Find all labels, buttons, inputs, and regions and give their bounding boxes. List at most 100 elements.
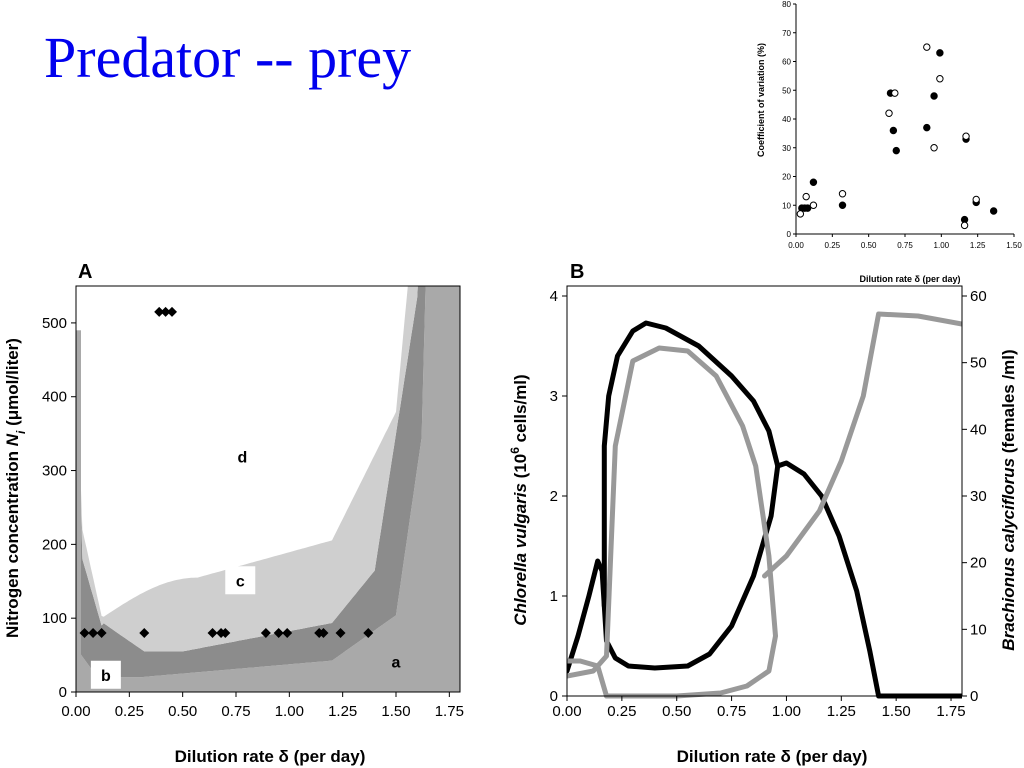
panel-a-ylabel: Nitrogen concentration Ni (μmol/liter) (3, 338, 28, 638)
cv-point-open (936, 75, 944, 83)
panel-b-y-right-tick-label: 50 (970, 355, 987, 372)
cv-point-open (885, 109, 893, 117)
cv-point-filled (803, 204, 812, 212)
cv-point-open (838, 190, 847, 198)
panel-a-ylabel-unit: (μmol/liter) (3, 338, 22, 431)
panel-a-y-tick-label: 500 (42, 315, 67, 332)
panel-a-experiment-point (335, 627, 346, 638)
panel-a-experiment-point (282, 627, 293, 638)
panel-b-ylabel-left-unit-pre: (10 (511, 454, 530, 483)
cv-point-open (802, 192, 810, 201)
cv-point-filled (809, 178, 818, 186)
panel-b-x-tick-label: 0.50 (662, 703, 691, 720)
panel-b-y-right-tick-label: 0 (970, 688, 978, 705)
panel-a-x-tick-label: 0.75 (221, 703, 250, 720)
panel-a-x-tick-label: 1.75 (435, 703, 464, 720)
cv-x-tick-label: 1.50 (1006, 241, 1022, 250)
panel-a-xlabel: Dilution rate δ (per day) (175, 747, 366, 766)
slide-title: Predator -- prey (44, 25, 412, 90)
panel-b-prey-curve (775, 460, 962, 699)
panel-b-ylabel-left-species: Chlorella vulgaris (511, 483, 530, 626)
cv-point-open (923, 43, 931, 51)
cv-point-filled (889, 126, 898, 135)
panel-a-ylabel-var: N (3, 433, 22, 446)
panel-a-experiment-point (207, 627, 218, 638)
cv-point-filled (930, 92, 938, 100)
panel-a-region-c (76, 286, 418, 652)
panel-b-ylabel-left-unit-sup: 6 (508, 447, 522, 454)
panel-a-experiment-point (260, 627, 271, 638)
cv-y-tick-label: 80 (782, 0, 791, 9)
panel-a-region-b-box (90, 660, 121, 689)
panel-b-predator-curve (567, 658, 609, 699)
cv-x-tick-label: 1.25 (970, 241, 986, 250)
cv-point-open (796, 210, 805, 218)
panel-a-experiment-point (96, 627, 107, 638)
panel-a-ylabel-prefix: Nitrogen concentration (3, 446, 22, 638)
panel-a-region-b-label: b (101, 668, 111, 685)
cv-y-tick-label: 70 (782, 29, 791, 38)
panel-b-y-right-tick-label: 20 (970, 555, 987, 572)
cv-x-tick-label: 0.50 (861, 241, 877, 250)
panel-a-experiment-point (363, 627, 374, 638)
panel-a-y-tick-label: 300 (42, 463, 67, 480)
panel-b-predator-curve (567, 345, 778, 699)
cv-y-tick-label: 10 (782, 201, 791, 210)
cv-point-open (809, 201, 818, 209)
panel-b-y-left-tick-label: 4 (550, 288, 558, 305)
panel-a-experiment-point (318, 627, 329, 638)
panel-b-x-tick-label: 1.00 (772, 703, 801, 720)
panel-b-ylabel-left: Chlorella vulgaris (106 cells/ml) (508, 374, 530, 625)
panel-b-y-left-tick-label: 1 (550, 588, 558, 605)
panel-a-region-c-box (225, 566, 256, 595)
panel-a-chart: A 0.00 0.25 0.50 0.75 1.00 1.25 1.50 1.75 0 100 20… (3, 261, 464, 766)
cv-xlabel: Dilution rate δ (per day) (860, 274, 961, 284)
panel-b-chart: B 0.00 0.25 0.50 0.75 1.00 1.25 1.50 1.75012340… (508, 261, 1018, 766)
cv-y-tick-label: 20 (782, 173, 791, 182)
cv-point-open (962, 132, 970, 140)
panel-b-x-tick-label: 1.50 (882, 703, 911, 720)
cv-point-open (960, 221, 969, 230)
cv-y-tick-label: 40 (782, 115, 791, 124)
panel-a-region-c-label: c (236, 573, 245, 590)
cv-chart: 0.00 0.25 0.50 0.75 1.00 1.25 1.50 0 10 20 30 40 50 6… (756, 0, 1022, 284)
cv-x-tick-label: 0.75 (897, 241, 913, 250)
panel-b-xlabel: Dilution rate δ (per day) (677, 747, 868, 766)
panel-b-y-right-tick-label: 40 (970, 421, 987, 438)
cv-y-tick-label: 50 (782, 86, 791, 95)
panel-a-x-tick-label: 0.50 (168, 703, 197, 720)
panel-a-region-d-label: d (238, 449, 248, 466)
panel-a-y-tick-label: 200 (42, 536, 67, 553)
cv-point-filled (892, 146, 900, 155)
panel-a-experiment-point (79, 627, 90, 638)
cv-point-filled (936, 49, 944, 57)
panel-a-x-tick-label: 0.25 (115, 703, 144, 720)
panel-b-ylabel-right-species: Brachionus calyciflorus (999, 458, 1018, 651)
cv-point-filled (838, 201, 847, 209)
panel-b-x-tick-label: 1.25 (827, 703, 856, 720)
panel-a-frame (75, 285, 461, 693)
cv-point-open (891, 89, 899, 97)
cv-point-filled (923, 123, 931, 132)
panel-b-ylabel-left-unit-post: cells/ml) (511, 374, 530, 447)
panel-b-label: B (570, 261, 584, 283)
panel-b-x-tick-label: 1.75 (936, 703, 965, 720)
panel-b-x-tick-label: 0.25 (607, 703, 636, 720)
panel-b-y-left-tick-label: 2 (550, 488, 558, 505)
cv-y-tick-label: 30 (782, 144, 791, 153)
panel-a-experiment-point (154, 306, 165, 317)
panel-a-experiment-point (167, 306, 177, 317)
cv-x-tick-label: 0.25 (825, 241, 841, 250)
cv-x-tick-label: 0.00 (788, 241, 804, 250)
panel-b-prey-curve (567, 558, 607, 674)
cv-y-tick-label: 60 (782, 58, 791, 67)
panel-a-region-mid (76, 286, 426, 678)
panel-a-ylabel-sub: i (14, 430, 28, 434)
panel-a-experiment-point (160, 306, 171, 317)
cv-point-open (930, 144, 938, 152)
cv-point-open (972, 195, 980, 204)
panel-a-x-tick-label: 0.00 (61, 703, 90, 720)
panel-a-x-tick-label: 1.50 (381, 703, 410, 720)
panel-b-prey-curve (601, 320, 781, 671)
cv-x-tick-label: 1.00 (934, 241, 950, 250)
